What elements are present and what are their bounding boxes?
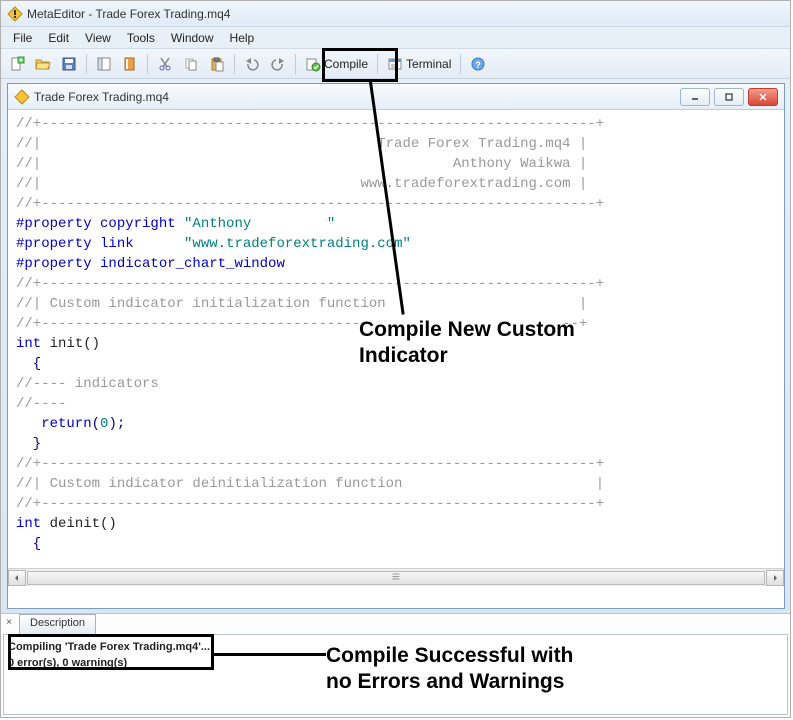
scroll-left-button[interactable] — [8, 570, 26, 586]
copy-icon — [183, 56, 199, 72]
menu-edit[interactable]: Edit — [40, 29, 77, 47]
code-line: //+-------------------------------------… — [16, 114, 776, 134]
description-tab[interactable]: Description — [19, 614, 96, 634]
code-line: //+-------------------------------------… — [16, 494, 776, 514]
toolbar-separator — [460, 54, 461, 74]
open-button[interactable] — [31, 53, 55, 75]
terminal-label: Terminal — [406, 57, 451, 71]
code-line: //---- indicators — [16, 374, 776, 394]
code-line: //| www.tradeforextrading.com | — [16, 174, 776, 194]
app-title: MetaEditor - Trade Forex Trading.mq4 — [27, 7, 230, 21]
help-icon: ? — [470, 56, 486, 72]
compile-icon — [305, 56, 321, 72]
panel-button[interactable] — [92, 53, 116, 75]
document-title: Trade Forex Trading.mq4 — [34, 90, 680, 104]
code-line: { — [16, 534, 776, 554]
panel-close-button[interactable]: × — [3, 616, 15, 628]
open-folder-icon — [35, 56, 51, 72]
undo-button[interactable] — [240, 53, 264, 75]
redo-button[interactable] — [266, 53, 290, 75]
toolbar-separator — [86, 54, 87, 74]
code-line: //---- — [16, 394, 776, 414]
book-button[interactable] — [118, 53, 142, 75]
annotation-success: Compile Successful with no Errors and Wa… — [326, 643, 573, 696]
window-controls — [680, 88, 778, 106]
document-title-bar: Trade Forex Trading.mq4 — [8, 84, 784, 110]
redo-icon — [270, 56, 286, 72]
horizontal-scrollbar[interactable]: ≡ — [8, 568, 784, 586]
book-icon — [122, 56, 138, 72]
panel-icon — [96, 56, 112, 72]
code-line: return(0); — [16, 414, 776, 434]
toolbar-separator — [234, 54, 235, 74]
scroll-thumb[interactable]: ≡ — [27, 571, 765, 585]
status-highlight-box — [8, 634, 214, 670]
save-button[interactable] — [57, 53, 81, 75]
code-line: int deinit() — [16, 514, 776, 534]
code-line: } — [16, 434, 776, 454]
code-line: //| Custom indicator initialization func… — [16, 294, 776, 314]
code-line: //| Anthony Waikwa | — [16, 154, 776, 174]
menu-help[interactable]: Help — [222, 29, 263, 47]
app-icon — [7, 6, 23, 22]
scroll-right-button[interactable] — [766, 570, 784, 586]
toolbar-separator — [295, 54, 296, 74]
menu-bar: File Edit View Tools Window Help — [1, 27, 790, 49]
code-line: //| Custom indicator deinitialization fu… — [16, 474, 776, 494]
code-line: //+-------------------------------------… — [16, 454, 776, 474]
document-icon — [14, 89, 30, 105]
toolbar-separator — [147, 54, 148, 74]
code-line: #property copyright "Anthony " — [16, 214, 776, 234]
code-line: //+-------------------------------------… — [16, 194, 776, 214]
menu-tools[interactable]: Tools — [119, 29, 163, 47]
maximize-button[interactable] — [714, 88, 744, 106]
paste-button[interactable] — [205, 53, 229, 75]
annotation-line — [214, 653, 326, 656]
code-line: #property link "www.tradeforextrading.co… — [16, 234, 776, 254]
menu-file[interactable]: File — [5, 29, 40, 47]
copy-button[interactable] — [179, 53, 203, 75]
compile-highlight-box — [322, 48, 398, 82]
help-button[interactable]: ? — [466, 53, 490, 75]
annotation-compile: Compile New Custom Indicator — [359, 317, 575, 370]
code-line: //| Trade Forex Trading.mq4 | — [16, 134, 776, 154]
paste-icon — [209, 56, 225, 72]
cut-icon — [157, 56, 173, 72]
save-icon — [61, 56, 77, 72]
undo-icon — [244, 56, 260, 72]
title-bar: MetaEditor - Trade Forex Trading.mq4 — [1, 1, 790, 27]
svg-text:?: ? — [476, 60, 482, 70]
new-file-button[interactable] — [5, 53, 29, 75]
minimize-button[interactable] — [680, 88, 710, 106]
app-window: MetaEditor - Trade Forex Trading.mq4 Fil… — [0, 0, 791, 718]
close-button[interactable] — [748, 88, 778, 106]
menu-view[interactable]: View — [77, 29, 119, 47]
menu-window[interactable]: Window — [163, 29, 222, 47]
cut-button[interactable] — [153, 53, 177, 75]
new-file-icon — [9, 56, 25, 72]
